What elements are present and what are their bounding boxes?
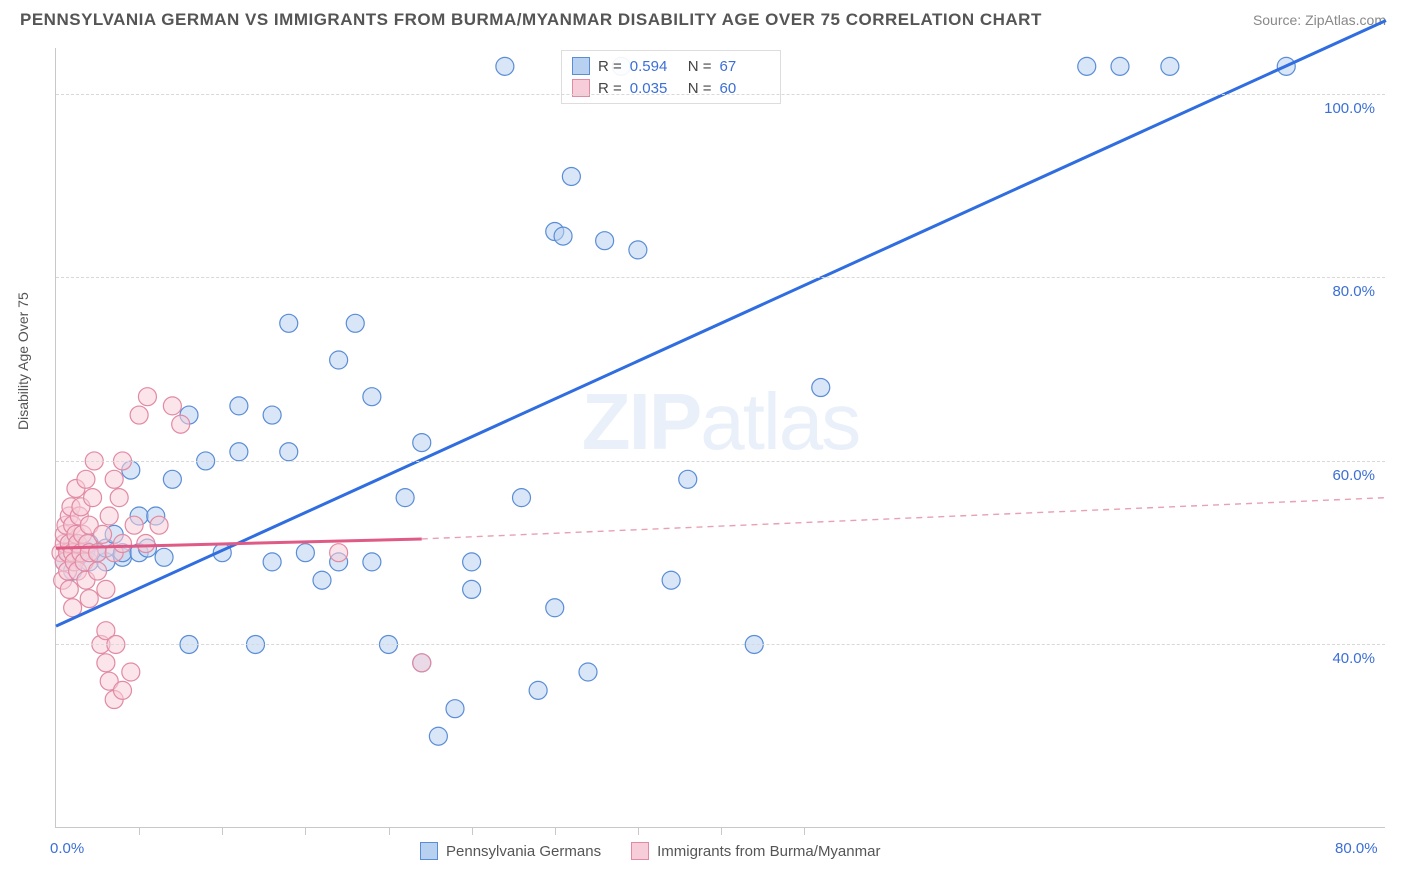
data-point xyxy=(80,590,98,608)
data-point xyxy=(84,489,102,507)
data-point xyxy=(554,227,572,245)
data-point xyxy=(122,663,140,681)
r-label: R = xyxy=(598,58,622,75)
data-point xyxy=(1111,57,1129,75)
x-tick-label: 80.0% xyxy=(1335,840,1378,857)
y-axis-label: Disability Age Over 75 xyxy=(15,292,31,430)
data-point xyxy=(496,57,514,75)
n-label: N = xyxy=(688,58,712,75)
y-tick-label: 40.0% xyxy=(1332,650,1375,667)
x-tick xyxy=(222,827,223,835)
series-legend: Pennsylvania Germans Immigrants from Bur… xyxy=(420,842,880,860)
x-tick xyxy=(139,827,140,835)
data-point xyxy=(60,580,78,598)
data-point xyxy=(114,681,132,699)
legend-row: R = 0.035 N = 60 xyxy=(572,77,770,99)
data-point xyxy=(679,470,697,488)
data-point xyxy=(77,470,95,488)
x-tick-label: 0.0% xyxy=(50,840,84,857)
data-point xyxy=(137,535,155,553)
n-value: 67 xyxy=(720,58,770,75)
data-point xyxy=(429,727,447,745)
data-point xyxy=(629,241,647,259)
legend-label: Pennsylvania Germans xyxy=(446,843,601,860)
x-tick xyxy=(305,827,306,835)
source-label: Source: ZipAtlas.com xyxy=(1253,12,1386,28)
data-point xyxy=(363,388,381,406)
data-point xyxy=(138,388,156,406)
data-point xyxy=(230,443,248,461)
data-point xyxy=(662,571,680,589)
x-tick xyxy=(389,827,390,835)
data-point xyxy=(313,571,331,589)
x-tick xyxy=(638,827,639,835)
x-tick xyxy=(472,827,473,835)
scatter-svg xyxy=(56,48,1385,827)
data-point xyxy=(413,434,431,452)
data-point xyxy=(1161,57,1179,75)
data-point xyxy=(513,489,531,507)
data-point xyxy=(280,314,298,332)
data-point xyxy=(110,489,128,507)
data-point xyxy=(89,562,107,580)
data-point xyxy=(463,580,481,598)
data-point xyxy=(363,553,381,571)
data-point xyxy=(263,406,281,424)
r-value: 0.594 xyxy=(630,58,680,75)
data-point xyxy=(562,167,580,185)
data-point xyxy=(1078,57,1096,75)
data-point xyxy=(346,314,364,332)
gridline xyxy=(56,94,1385,95)
data-point xyxy=(463,553,481,571)
data-point xyxy=(130,406,148,424)
legend-label: Immigrants from Burma/Myanmar xyxy=(657,843,880,860)
data-point xyxy=(105,470,123,488)
data-point xyxy=(812,379,830,397)
legend-swatch xyxy=(420,842,438,860)
data-point xyxy=(97,580,115,598)
y-tick-label: 100.0% xyxy=(1324,100,1375,117)
data-point xyxy=(596,232,614,250)
data-point xyxy=(579,663,597,681)
legend-row: R = 0.594 N = 67 xyxy=(572,55,770,77)
legend-item: Pennsylvania Germans xyxy=(420,842,601,860)
data-point xyxy=(330,544,348,562)
x-tick xyxy=(804,827,805,835)
data-point xyxy=(114,535,132,553)
gridline xyxy=(56,277,1385,278)
data-point xyxy=(330,351,348,369)
data-point xyxy=(172,415,190,433)
gridline xyxy=(56,644,1385,645)
gridline xyxy=(56,461,1385,462)
legend-item: Immigrants from Burma/Myanmar xyxy=(631,842,880,860)
data-point xyxy=(100,507,118,525)
data-point xyxy=(163,470,181,488)
data-point xyxy=(263,553,281,571)
y-tick-label: 60.0% xyxy=(1332,467,1375,484)
x-tick xyxy=(555,827,556,835)
data-point xyxy=(446,700,464,718)
legend-swatch xyxy=(572,57,590,75)
data-point xyxy=(280,443,298,461)
data-point xyxy=(546,599,564,617)
data-point xyxy=(413,654,431,672)
chart-title: PENNSYLVANIA GERMAN VS IMMIGRANTS FROM B… xyxy=(20,10,1042,30)
data-point xyxy=(296,544,314,562)
correlation-legend: R = 0.594 N = 67 R = 0.035 N = 60 xyxy=(561,50,781,104)
data-point xyxy=(150,516,168,534)
y-tick-label: 80.0% xyxy=(1332,283,1375,300)
x-tick xyxy=(721,827,722,835)
legend-swatch xyxy=(631,842,649,860)
data-point xyxy=(529,681,547,699)
data-point xyxy=(94,525,112,543)
data-point xyxy=(125,516,143,534)
data-point xyxy=(230,397,248,415)
data-point xyxy=(155,548,173,566)
data-point xyxy=(396,489,414,507)
data-point xyxy=(97,654,115,672)
chart-plot-area: ZIPatlas R = 0.594 N = 67 R = 0.035 N = … xyxy=(55,48,1385,828)
data-point xyxy=(163,397,181,415)
